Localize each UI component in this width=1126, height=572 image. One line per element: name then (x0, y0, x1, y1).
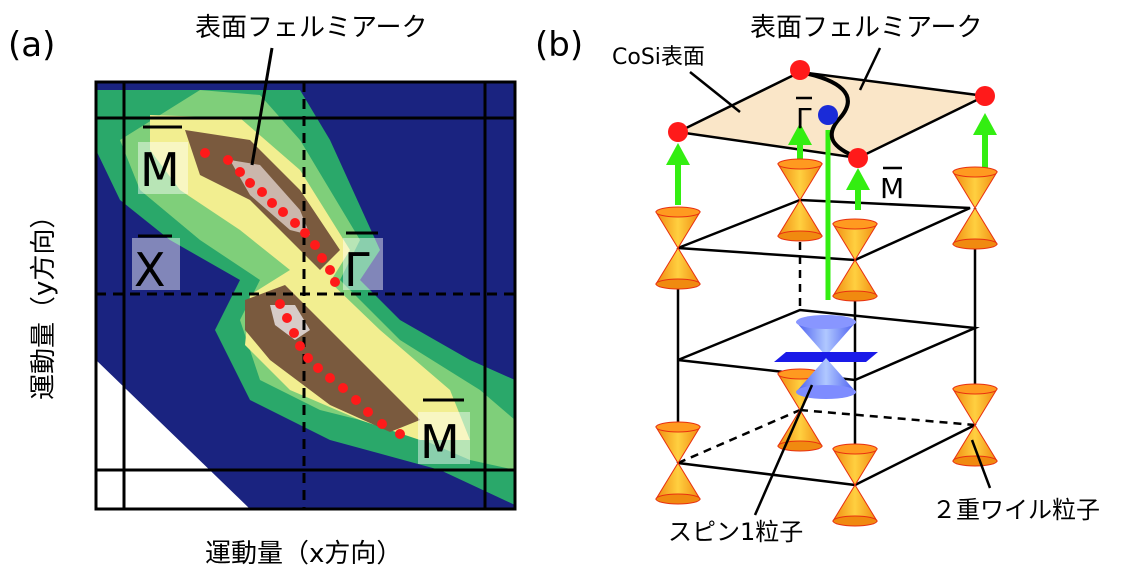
fermi-arc-dots (200, 148, 405, 439)
weyl-cone (832, 443, 878, 527)
arc-dot (325, 265, 335, 275)
spin1-cone-lower-rim (796, 385, 856, 399)
label-gamma-bg (343, 238, 383, 290)
arc-dot (245, 178, 255, 188)
arc-dot (317, 253, 327, 263)
arc-label-b: 表面フェルミアーク (750, 13, 982, 43)
arc-dot (351, 395, 361, 405)
point-m-bottom: M (420, 415, 460, 469)
arc-dot (377, 419, 387, 429)
arrow-right-head (973, 113, 997, 135)
arc-dot (282, 313, 292, 323)
lattice-bottom-back-right (799, 408, 976, 427)
intensity-band-yellow (150, 115, 470, 440)
arc-dot (278, 207, 288, 217)
point-m-b: M (880, 172, 904, 205)
spin1-label: スピン1粒子 (668, 518, 803, 546)
arc-dot (235, 167, 245, 177)
arc-dot (267, 198, 277, 208)
panel-a: (a) (8, 13, 517, 569)
label-m-top-bg (138, 142, 188, 194)
spin1-cone-lower (796, 358, 856, 392)
arrow-left-head (666, 143, 690, 165)
surface-node-front (848, 148, 868, 168)
spin1-cone (774, 315, 878, 399)
x-axis-label: 運動量（x方向） (205, 539, 402, 569)
weyl-cone (655, 421, 701, 505)
surface-node-gamma (818, 105, 838, 125)
arc-dot (295, 341, 305, 351)
point-m-top: M (140, 143, 180, 197)
lattice-bottom-front (677, 461, 856, 487)
map-empty-region (96, 360, 250, 509)
point-x: X (134, 243, 166, 297)
arc-dot (310, 240, 320, 250)
arc-dot (300, 228, 310, 238)
weyl-cone (952, 383, 998, 467)
label-x-bg (132, 238, 180, 290)
surface-arc-curve (799, 70, 859, 160)
panel-b-label: (b) (535, 25, 583, 65)
arc-dot (275, 299, 285, 309)
spin1-flat-band (774, 352, 878, 362)
surface-node-right (975, 86, 995, 106)
arc-dot (395, 429, 405, 439)
panel-a-label: (a) (8, 25, 55, 65)
point-gamma-b: Γ (796, 102, 812, 135)
lattice-top-square (677, 198, 971, 262)
arc-dot (200, 148, 210, 158)
point-gamma: Γ (344, 243, 370, 297)
surface-node-back (790, 60, 810, 80)
spin1-cone-upper-rim (796, 315, 856, 329)
surface-label: CoSi表面 (612, 45, 705, 70)
spin1-callout-line (753, 384, 814, 516)
arc-dot (363, 407, 373, 417)
arc-dot (303, 353, 313, 363)
surface-node-left (668, 122, 688, 142)
weyl-callout-line (970, 439, 992, 489)
arc-dot (257, 187, 267, 197)
arc-dot (330, 277, 340, 287)
arc-callout-line-b (858, 47, 882, 91)
arc-callout-line-a (250, 47, 274, 166)
arc-dot (290, 218, 300, 228)
arc-dot (325, 373, 335, 383)
label-m-bottom-bg (418, 412, 470, 464)
intensity-peak-lower (270, 305, 310, 340)
arrow-front-head (846, 168, 870, 190)
arc-label-a: 表面フェルミアーク (195, 13, 427, 43)
arc-dot (289, 328, 299, 338)
arc-dot (223, 155, 233, 165)
arc-dot (313, 363, 323, 373)
arc-dot (338, 383, 348, 393)
weyl-label: ２重ワイル粒子 (932, 496, 1100, 524)
lattice-bottom-right (854, 423, 976, 487)
surface-callout-line (689, 71, 741, 113)
y-axis-label: 運動量（y方向） (29, 203, 59, 400)
panel-b: (b) (535, 13, 1100, 546)
spin1-cone-upper (796, 322, 856, 356)
arrow-back-head (788, 123, 812, 145)
